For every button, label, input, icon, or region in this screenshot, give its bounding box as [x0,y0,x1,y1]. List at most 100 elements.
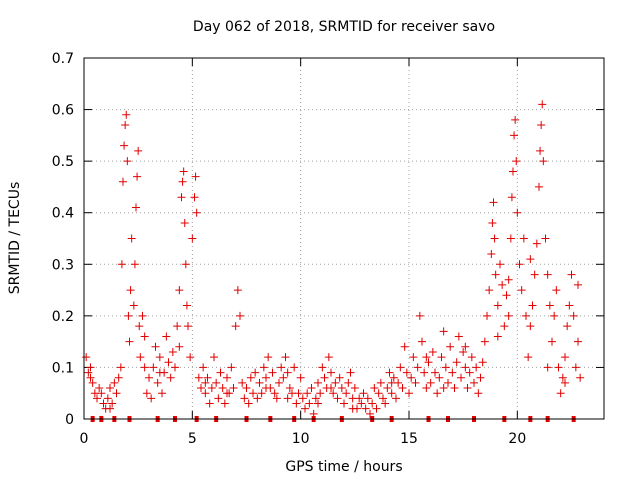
data-point [205,399,214,408]
data-point [145,373,153,382]
data-point [199,363,208,372]
data-point [346,368,355,377]
x-tick-label: 20 [508,431,526,447]
data-point [422,353,431,362]
data-point [522,311,530,320]
data-point [370,384,379,393]
data-point [119,177,127,186]
data-point [229,384,238,393]
data-point [515,260,524,269]
data-point [218,384,227,393]
data-point [227,363,236,372]
data-point [474,389,483,398]
data-point [275,378,283,387]
data-point [136,353,145,362]
data-point [203,373,212,382]
data-point [465,368,474,377]
data-point [536,146,545,155]
data-point [491,270,500,279]
data-point [446,342,455,351]
data-point [168,347,177,356]
data-point [318,363,327,372]
data-point [422,384,431,393]
data-point [510,131,519,140]
data-point [398,384,407,393]
data-point [543,270,552,279]
data-point [251,368,260,377]
data-point [201,389,210,398]
data-point [129,301,138,310]
data-point [305,399,314,408]
data-point [327,384,335,393]
data-point [262,373,270,382]
data-point [233,286,242,295]
data-point [524,353,533,362]
data-point [361,404,370,413]
data-point [558,373,567,382]
data-point [231,322,240,331]
data-point [337,384,346,393]
data-point [86,363,95,372]
data-point [418,337,426,346]
data-point [212,378,221,387]
data-point [538,100,547,109]
data-point [140,332,149,341]
data-point [569,311,578,320]
data-point [106,384,114,393]
data-point [565,301,574,310]
data-point [186,353,195,362]
data-point [207,384,216,393]
data-point [400,342,409,351]
data-point [246,373,255,382]
data-point [550,311,559,320]
data-point [415,311,424,320]
axis-ticks: 0 0.1 0.2 0.3 0.4 0.5 0.6 0.7 0 5 10 15 20 [52,51,604,447]
data-point [177,193,186,202]
y-tick-label: 0.1 [52,360,74,376]
data-point [290,363,299,372]
data-point [292,399,301,408]
data-point [116,363,125,372]
data-point [537,121,546,130]
data-point [320,373,329,382]
data-point [103,394,112,403]
data-point [387,378,396,387]
data-point [488,219,497,228]
data-point [387,389,396,398]
data-point [519,234,528,243]
y-tick-label: 0 [65,412,74,428]
data-point [130,260,139,269]
data-point [571,363,580,372]
data-point [463,384,472,393]
data-point [457,373,465,382]
data-point [383,384,392,393]
data-point [552,286,561,295]
x-tick-label: 15 [400,431,418,447]
x-tick-label: 10 [292,431,310,447]
data-point [164,358,173,367]
data-point [504,311,513,320]
data-point [236,311,244,320]
data-point [311,394,320,403]
x-tick-label: 5 [188,431,197,447]
chart-title: Day 062 of 2018, SRMTID for receiver sav… [193,19,495,35]
data-point [112,389,121,398]
data-point [376,378,385,387]
data-point [528,301,537,310]
data-point [335,373,344,382]
data-point [567,270,576,279]
data-point [296,373,305,382]
data-point [476,373,485,382]
data-point [487,249,496,258]
data-point [283,368,292,377]
data-point [407,373,416,382]
data-point [357,399,366,408]
data-point [120,141,129,150]
data-point [181,260,190,269]
data-point [448,368,457,377]
data-point [517,286,526,295]
data-point [480,337,489,346]
data-point [285,384,294,393]
data-point [249,389,257,398]
data-point [166,373,175,382]
